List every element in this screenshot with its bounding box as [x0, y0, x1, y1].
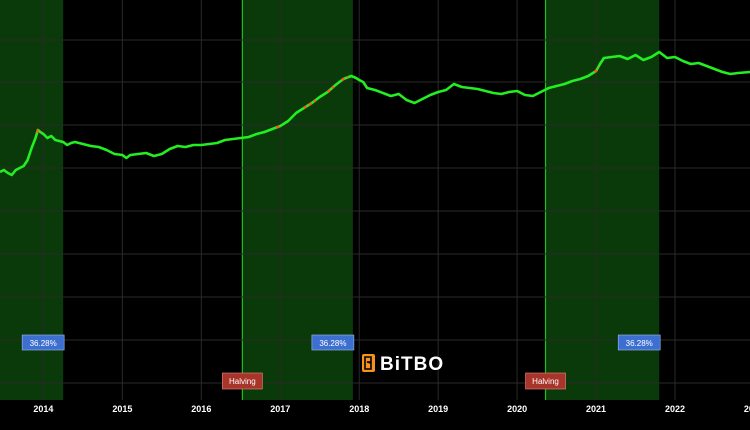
- price-hot-segment-3: [303, 98, 317, 110]
- price-hot-segment-6: [593, 66, 600, 74]
- pct-label-bg-3: [617, 334, 661, 351]
- x-tick-label-2016: 2016: [191, 404, 211, 414]
- x-tick-label-2014: 2014: [33, 404, 53, 414]
- x-axis: 2014 2015 2016 2017 2018 2019 2020 2021 2022 2023: [33, 404, 750, 414]
- x-tick-label-2017: 2017: [270, 404, 290, 414]
- x-tick-label-2019: 2019: [428, 404, 448, 414]
- price-series: [0, 50, 750, 177]
- band-labels: 36.28% 36.28% 36.28% Halving Halving: [21, 334, 661, 390]
- bitbo-logo: BiTBO: [362, 354, 444, 375]
- price-hot-segment-1: [35, 129, 42, 134]
- halving-label-2: Halving: [532, 377, 559, 386]
- pct-label-bg-1: [21, 334, 65, 351]
- price-hot-segment-2: [275, 124, 281, 129]
- cycle-band-2: [242, 0, 353, 400]
- halving-label-1: Halving: [229, 377, 256, 386]
- price-hot-segment-4: [326, 85, 335, 94]
- x-tick-label-2020: 2020: [507, 404, 527, 414]
- halving-label-bg-1: [222, 372, 263, 390]
- cycle-bands: [0, 0, 660, 400]
- pct-label-1: 36.28%: [30, 339, 57, 348]
- halving-label-bg-2: [525, 372, 566, 390]
- price-hot-segment-5: [341, 75, 349, 82]
- bitbo-logo-icon: [364, 356, 372, 370]
- cycle-band-3: [545, 0, 660, 400]
- pct-label-bg-2: [311, 334, 355, 351]
- bitbo-logo-text: BiTBO: [380, 354, 444, 375]
- x-tick-label-2018: 2018: [349, 404, 369, 414]
- pct-label-3: 36.28%: [626, 339, 653, 348]
- x-tick-label-2021: 2021: [586, 404, 606, 414]
- pct-label-2: 36.28%: [319, 339, 346, 348]
- cycle-band-1: [0, 0, 64, 400]
- x-tick-label-2022: 2022: [665, 404, 685, 414]
- x-tick-label-2015: 2015: [112, 404, 132, 414]
- x-tick-label-2023: 2023: [744, 404, 750, 414]
